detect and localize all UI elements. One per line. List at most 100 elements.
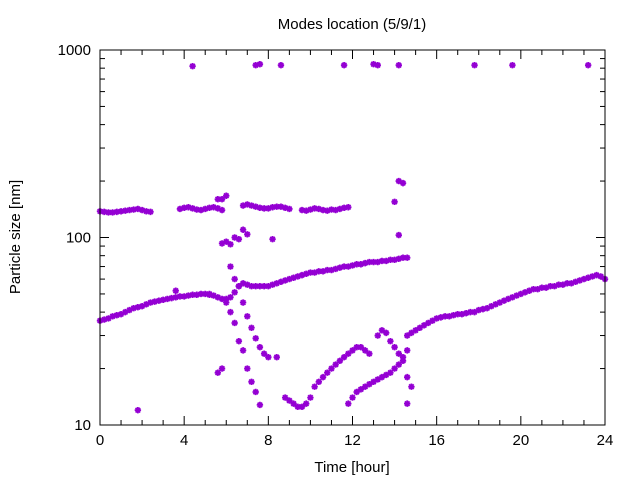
- data-point: [349, 394, 356, 401]
- data-point: [441, 313, 449, 320]
- data-point: [357, 261, 365, 268]
- data-point: [147, 299, 154, 306]
- data-point: [349, 262, 356, 269]
- data-point: [151, 298, 158, 305]
- data-point: [315, 205, 323, 213]
- data-point: [340, 61, 348, 69]
- data-point: [286, 275, 293, 283]
- data-point: [450, 312, 457, 319]
- data-point: [218, 240, 226, 247]
- plot-frame: [99, 49, 606, 426]
- x-tick-label: 20: [512, 432, 529, 449]
- data-point: [143, 301, 150, 308]
- data-point: [399, 254, 407, 261]
- data-point: [572, 278, 579, 286]
- data-point: [193, 291, 200, 298]
- data-point: [395, 361, 402, 368]
- data-point: [252, 388, 259, 396]
- data-point: [467, 308, 474, 316]
- data-point: [357, 343, 365, 351]
- data-point: [382, 329, 390, 337]
- data-point: [286, 205, 293, 213]
- data-point: [269, 204, 276, 211]
- data-point: [126, 206, 133, 214]
- data-point: [521, 289, 529, 296]
- data-point: [530, 285, 537, 293]
- data-point: [408, 383, 415, 390]
- data-point: [563, 280, 571, 287]
- data-point: [180, 204, 188, 212]
- data-point: [223, 238, 230, 245]
- data-point: [387, 256, 394, 264]
- data-point: [239, 347, 247, 354]
- data-point: [471, 61, 478, 69]
- x-tick-label: 16: [428, 432, 445, 449]
- y-tick-label: 100: [66, 230, 91, 247]
- data-point: [214, 205, 222, 212]
- data-point: [324, 369, 331, 376]
- data-point: [542, 284, 550, 291]
- data-point: [143, 208, 150, 215]
- data-point: [138, 206, 146, 214]
- data-point: [256, 60, 264, 68]
- data-point: [416, 324, 424, 331]
- data-point: [214, 369, 222, 376]
- data-point: [269, 281, 276, 288]
- data-point: [395, 177, 402, 185]
- x-tick-label: 8: [264, 432, 272, 449]
- data-point: [454, 310, 461, 318]
- data-point: [239, 226, 247, 233]
- data-point: [366, 350, 373, 357]
- data-point: [176, 293, 184, 300]
- data-point: [345, 350, 352, 357]
- data-point: [244, 201, 251, 208]
- data-point: [281, 394, 289, 401]
- data-point: [307, 206, 314, 213]
- data-point: [277, 61, 285, 69]
- y-axis-label: Particle size [nm]: [7, 180, 24, 294]
- data-point: [126, 306, 133, 314]
- data-point: [176, 205, 184, 213]
- data-point: [395, 350, 402, 357]
- data-point: [307, 269, 314, 276]
- data-point: [589, 273, 596, 280]
- data-point: [134, 406, 142, 414]
- data-point: [134, 303, 142, 311]
- data-point: [404, 373, 411, 381]
- data-point: [134, 205, 142, 213]
- data-point: [256, 282, 264, 290]
- data-point: [353, 343, 360, 351]
- data-point: [235, 235, 243, 243]
- data-point: [227, 263, 234, 270]
- data-point: [593, 271, 600, 279]
- data-point: [256, 204, 264, 212]
- x-tick-label: 0: [96, 432, 104, 449]
- data-point: [404, 254, 411, 261]
- data-point: [534, 285, 541, 293]
- data-point: [172, 294, 179, 301]
- data-point: [265, 205, 272, 212]
- data-point: [281, 277, 289, 284]
- data-point: [248, 324, 255, 331]
- data-point: [412, 327, 419, 334]
- data-point: [378, 257, 386, 265]
- data-point: [155, 297, 163, 304]
- data-point: [584, 274, 592, 281]
- data-point: [374, 61, 381, 69]
- data-point: [122, 308, 129, 316]
- data-point: [273, 203, 280, 210]
- data-point: [214, 294, 222, 301]
- data-point: [361, 259, 369, 267]
- data-point: [319, 206, 327, 214]
- x-tick-label: 4: [180, 432, 188, 449]
- data-point: [366, 381, 373, 388]
- data-point: [294, 273, 301, 280]
- data-point: [303, 270, 310, 278]
- data-point: [138, 303, 146, 310]
- data-point: [391, 256, 398, 264]
- data-point: [273, 280, 280, 287]
- data-point: [235, 282, 243, 290]
- data-point: [101, 208, 108, 216]
- data-point: [378, 327, 386, 334]
- data-point: [197, 206, 205, 214]
